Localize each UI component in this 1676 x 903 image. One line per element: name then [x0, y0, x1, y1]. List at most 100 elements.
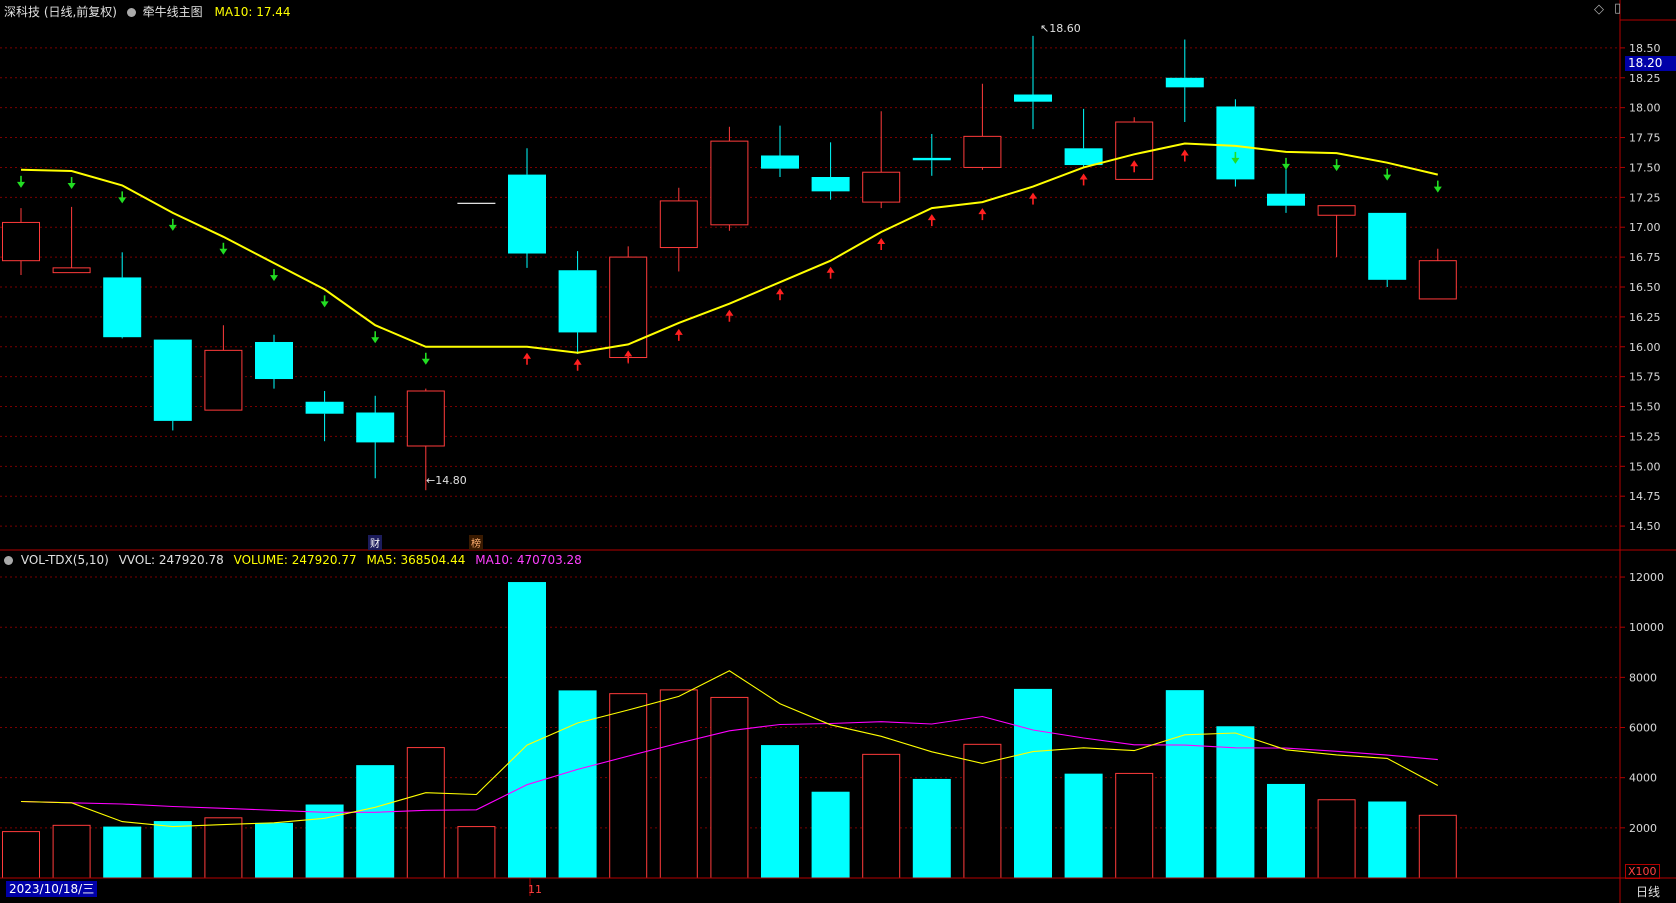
up-signal-arrow — [725, 309, 734, 316]
candle-body-up — [52, 267, 91, 274]
up-signal-arrow — [624, 350, 633, 357]
price-tick-label: 18.00 — [1629, 102, 1661, 115]
candle-body-down — [1165, 77, 1204, 88]
candle-body-up — [963, 135, 1002, 168]
price-tick-label: 17.00 — [1629, 221, 1661, 234]
price-tick-label: 15.25 — [1629, 430, 1661, 443]
price-tick-label: 15.00 — [1629, 460, 1661, 473]
up-signal-arrow — [776, 288, 784, 295]
volume-bar-down — [1165, 690, 1204, 878]
volume-tick-label: 4000 — [1629, 772, 1657, 785]
vvol-readout: VVOL: 247920.78 — [118, 553, 224, 567]
volume-readout: VOLUME: 247920.77 — [233, 553, 357, 567]
volume-bar-down — [305, 804, 344, 878]
volume-bar-down — [1064, 773, 1103, 878]
period-button[interactable]: 日线 — [1636, 885, 1661, 899]
current-price-tag: 18.20 — [1625, 56, 1676, 71]
low-value: 14.80 — [435, 474, 467, 487]
down-signal-arrow — [320, 301, 329, 308]
down-signal-arrow — [1231, 157, 1240, 164]
up-signal-arrow — [674, 328, 683, 335]
candle-body-up — [2, 221, 40, 262]
candle-body-down — [761, 155, 799, 169]
price-axis: 18.50 18.25 18.00 17.75 17.50 17.25 17.00 16.75… — [1620, 42, 1661, 533]
ma10-vol-readout: MA10: 470703.28 — [475, 553, 582, 567]
candle-body-down — [558, 270, 597, 333]
price-tick-label: 16.25 — [1629, 311, 1661, 324]
volume-bar-down — [1216, 726, 1255, 878]
volume-bar-up — [1317, 799, 1356, 879]
volume-bar-down — [356, 765, 395, 878]
volume-bar-up — [609, 693, 648, 879]
volume-ma10-line — [20, 715, 1438, 813]
dropdown-circle-icon[interactable] — [126, 8, 136, 17]
indicator-name[interactable]: 牵牛线主图 — [142, 5, 203, 19]
down-signal-arrow — [371, 337, 380, 344]
finance-badge[interactable]: 财 — [368, 535, 382, 550]
volume-bar-down — [508, 582, 546, 878]
volume-bar-down — [912, 778, 951, 878]
volume-bar-down — [1267, 783, 1305, 878]
diamond-icon[interactable]: ◇ — [1594, 2, 1604, 17]
price-tick-label: 18.50 — [1629, 42, 1661, 55]
candle-body-down — [508, 174, 546, 254]
ma5-readout: MA5: 368504.44 — [366, 553, 466, 567]
volume-bar-down — [558, 690, 597, 878]
down-signal-arrow — [1433, 186, 1442, 193]
volume-bar-up — [710, 696, 749, 879]
stock-title[interactable]: 深科技 (日线,前复权) — [4, 5, 117, 19]
candle-body-down — [912, 157, 951, 161]
candle-body-up — [659, 200, 698, 249]
volume-bar-up — [457, 826, 496, 879]
high-annotation: ↖18.60 — [1040, 22, 1081, 35]
volume-bar-down — [761, 745, 799, 878]
volume-bar-up — [1115, 772, 1154, 879]
volume-bar-up — [1418, 814, 1457, 879]
multiplier-label: X100 — [1625, 864, 1660, 879]
candle-body-up — [1317, 205, 1356, 216]
collapse-circle-icon[interactable] — [4, 556, 13, 565]
price-grid — [0, 47, 1620, 527]
down-signal-arrow — [118, 197, 127, 204]
up-signal-arrow — [1180, 149, 1189, 156]
price-tick-label: 17.75 — [1629, 132, 1661, 145]
volume-tick-label: 2000 — [1629, 822, 1657, 835]
candle-body-up — [406, 390, 445, 447]
price-tick-label: 17.50 — [1629, 161, 1661, 174]
candle-body-down — [811, 177, 850, 192]
volume-bar-up — [862, 753, 901, 879]
down-signal-arrow — [168, 224, 177, 231]
candle-body-up — [1418, 260, 1457, 300]
ranking-badge[interactable]: 榜 — [469, 535, 483, 550]
date-readout: 2023/10/18/三 — [6, 881, 98, 897]
ma10-readout: MA10: 17.44 — [214, 5, 291, 19]
down-signal-arrow — [219, 248, 228, 255]
candle-body-down — [255, 341, 293, 380]
volume-header: VOL-TDX(5,10) VVOL: 247920.78 VOLUME: 24… — [4, 553, 582, 567]
price-tick-label: 14.50 — [1629, 520, 1661, 533]
price-tick-label: 16.50 — [1629, 281, 1661, 294]
volume-bar-up — [2, 831, 40, 879]
down-signal-arrow — [1282, 163, 1290, 170]
candle-body-down — [1014, 94, 1052, 102]
down-signal-arrow — [1332, 165, 1341, 172]
ma10-line-group — [20, 142, 1439, 354]
volume-bar-up — [963, 743, 1002, 879]
price-tick-label: 16.00 — [1629, 341, 1661, 354]
volume-tick-label: 10000 — [1629, 621, 1664, 634]
up-signal-arrow — [877, 237, 886, 244]
down-signal-arrow — [17, 181, 25, 188]
volume-bar-down — [103, 826, 142, 878]
volume-tick-label: 6000 — [1629, 722, 1657, 735]
signal-arrows — [17, 149, 1442, 371]
candle-body-down — [305, 401, 344, 414]
volume-bars — [2, 582, 1457, 879]
window-toggle-icon[interactable]: ▯ — [1614, 1, 1622, 16]
vol-indicator-name[interactable]: VOL-TDX(5,10) — [20, 553, 109, 567]
ma10-line — [20, 142, 1439, 354]
volume-bar-down — [1368, 801, 1407, 878]
up-signal-arrow — [573, 358, 582, 365]
volume-bar-up — [659, 689, 698, 879]
candle-body-down — [1368, 212, 1407, 280]
